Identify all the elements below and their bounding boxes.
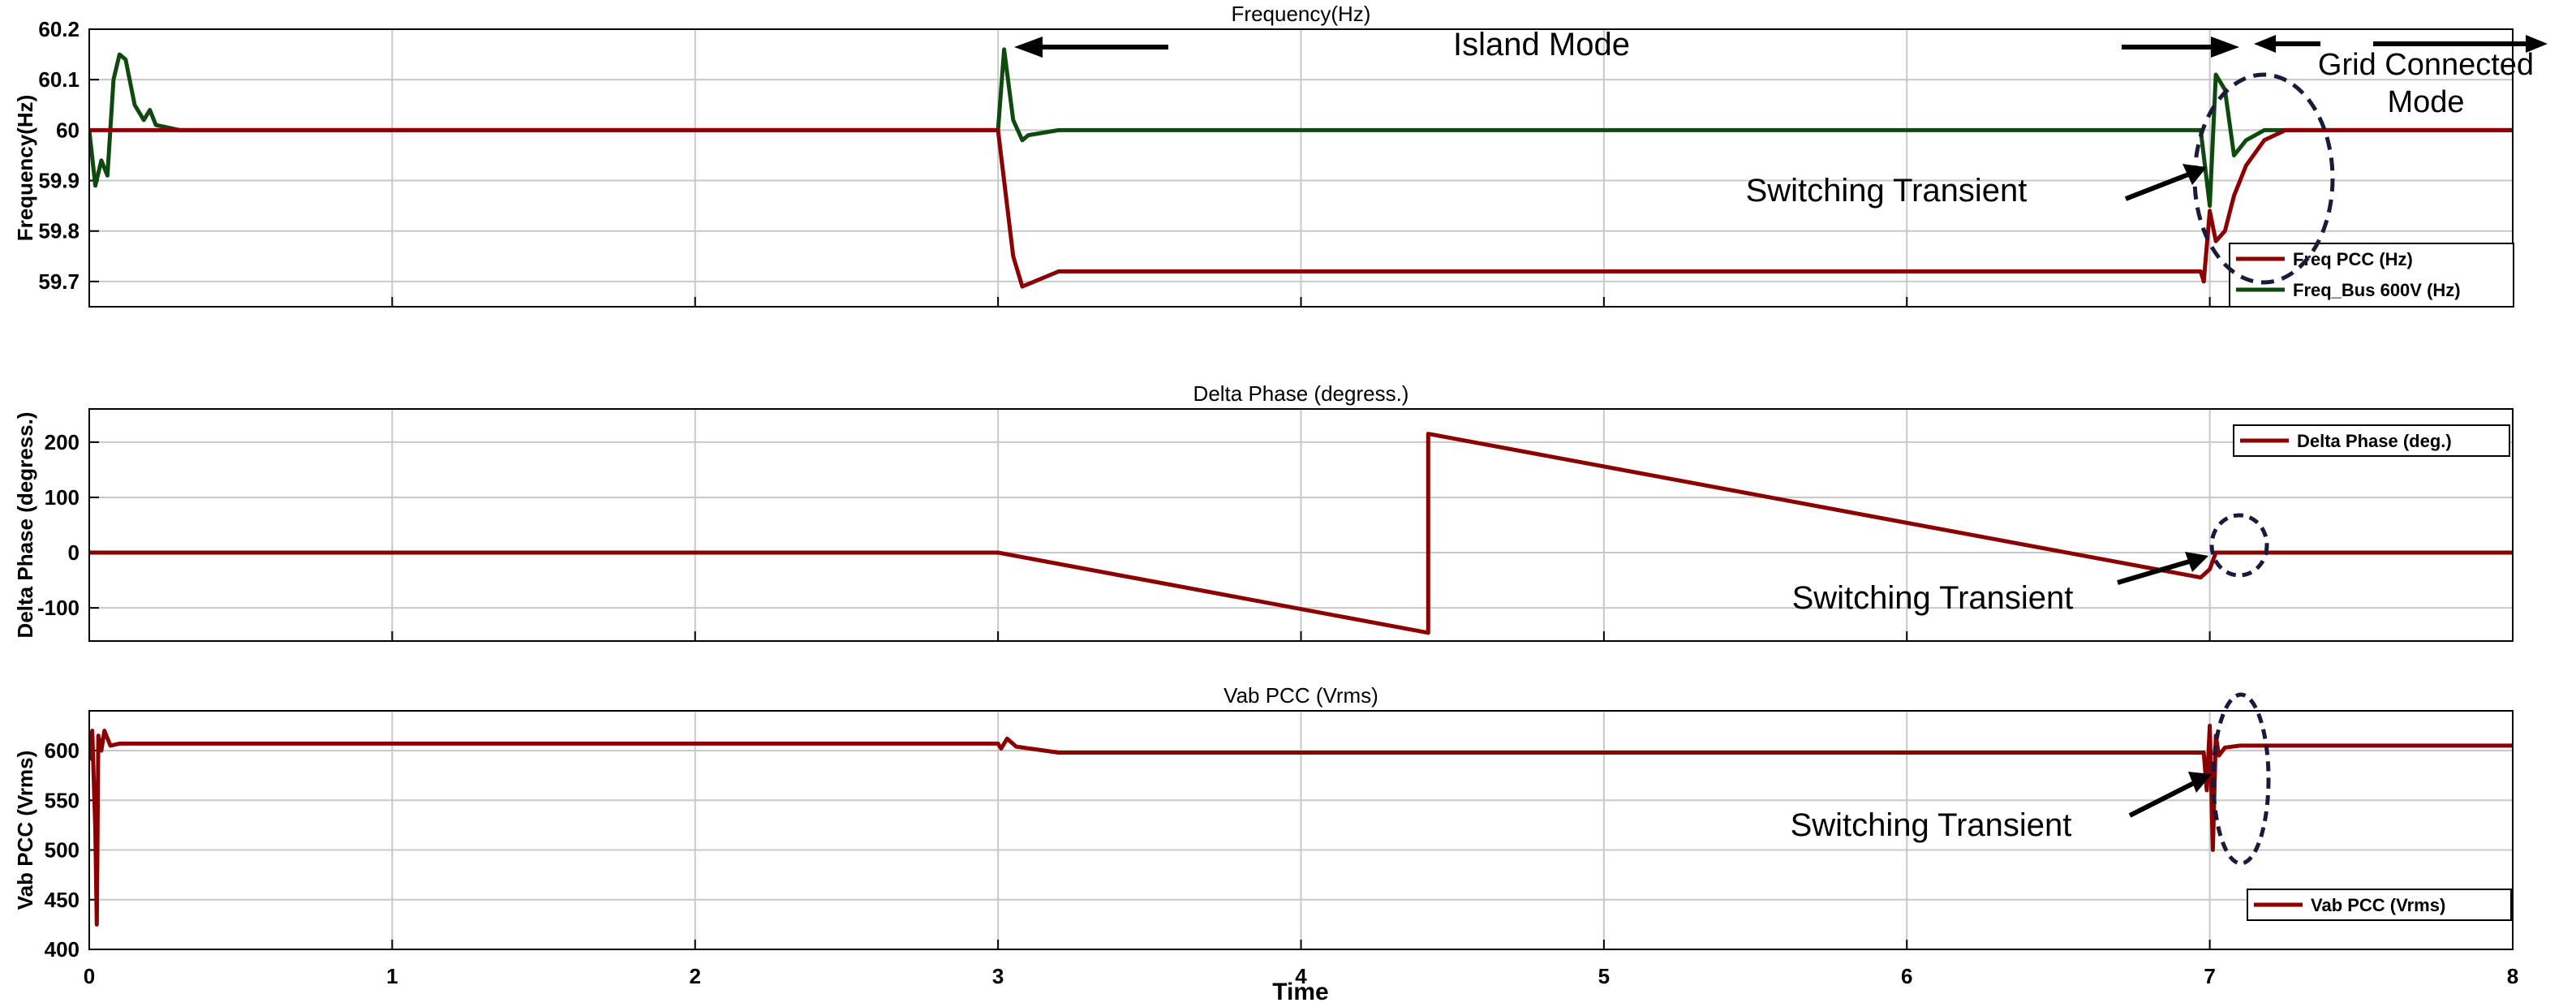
legend: Delta Phase (deg.) xyxy=(2233,424,2510,457)
x-axis-label: Time xyxy=(1272,979,1328,1005)
axes-frame xyxy=(88,408,2514,642)
y-tick-label: 60 xyxy=(56,118,80,142)
chart-title: Vab PCC (Vrms) xyxy=(1223,683,1378,708)
transient-arrowhead-2 xyxy=(2185,552,2208,572)
grid-connected-arrowhead-right xyxy=(2526,35,2548,53)
series-line xyxy=(89,47,2513,209)
legend: Vab PCC (Vrms) xyxy=(2247,889,2512,921)
series-line xyxy=(89,127,2513,289)
x-tick-label: 8 xyxy=(2507,964,2518,988)
y-tick-label: 400 xyxy=(45,937,80,962)
x-tick-label: 1 xyxy=(386,964,398,988)
x-tick-label: 6 xyxy=(1901,964,1912,988)
grid-connected-annotation: Grid Connected Mode xyxy=(2254,35,2548,119)
transient-arrowhead-3 xyxy=(2188,772,2212,793)
transient-label-2: Switching Transient xyxy=(1792,580,2074,616)
x-tick-label: 7 xyxy=(2204,964,2215,988)
y-axis-label: Vab PCC (Vrms) xyxy=(13,751,37,910)
transient-arrowhead-1 xyxy=(2183,164,2207,185)
y-tick-label: -100 xyxy=(37,596,80,620)
y-tick-label: 0 xyxy=(68,540,80,565)
transient-label-1: Switching Transient xyxy=(1746,173,2028,209)
y-axis-label: Frequency(Hz) xyxy=(13,95,37,242)
island-mode-arrowhead-left xyxy=(1014,37,1043,58)
grid-connected-arrowhead-left xyxy=(2254,35,2276,53)
transient-arrow-1 xyxy=(2124,170,2196,201)
y-tick-label: 450 xyxy=(45,888,80,912)
y-tick-label: 200 xyxy=(45,430,80,454)
chart-title: Frequency(Hz) xyxy=(1232,2,1371,26)
y-tick-label: 60.2 xyxy=(38,17,80,41)
y-tick-label: 550 xyxy=(45,788,80,812)
x-tick-label: 5 xyxy=(1598,964,1610,988)
x-tick-label: 3 xyxy=(992,964,1004,988)
switching-transient-annotation-2: Switching Transient xyxy=(1792,513,2269,616)
transient-ellipse-1 xyxy=(2192,72,2335,285)
y-tick-label: 60.1 xyxy=(38,67,80,92)
grid-connected-label-line2: Mode xyxy=(2387,85,2464,119)
y-tick-label: 59.8 xyxy=(38,219,80,243)
legend-label: Delta Phase (deg.) xyxy=(2297,431,2452,451)
switching-transient-annotation-3: Switching Transient xyxy=(1791,692,2271,866)
y-tick-label: 59.7 xyxy=(38,269,80,294)
y-tick-label: 600 xyxy=(45,738,80,763)
grid-connected-label-line1: Grid Connected xyxy=(2318,48,2534,82)
island-mode-arrowhead-right xyxy=(2211,37,2239,58)
chart-panel-2: -100 0 100 200 Delta Phase (degress.) Delta P… xyxy=(13,381,2514,642)
legend-box xyxy=(2229,243,2514,308)
x-tick-label: 0 xyxy=(84,964,95,988)
transient-arrow-2 xyxy=(2117,557,2195,585)
legend-label: Freq PCC (Hz) xyxy=(2293,249,2413,269)
y-tick-label: 500 xyxy=(45,838,80,863)
legend-label: Vab PCC (Vrms) xyxy=(2311,895,2445,915)
island-mode-annotation: Island Mode xyxy=(1014,27,2239,62)
x-tick-label: 4 xyxy=(1295,964,1307,988)
chart-title: Delta Phase (degress.) xyxy=(1193,381,1409,406)
island-mode-label: Island Mode xyxy=(1453,27,1630,62)
legend: Freq PCC (Hz) Freq_Bus 600V (Hz) xyxy=(2229,243,2514,308)
legend-label: Freq_Bus 600V (Hz) xyxy=(2293,280,2461,300)
series-line xyxy=(89,432,2513,635)
x-tick-label: 2 xyxy=(690,964,701,988)
transient-label-3: Switching Transient xyxy=(1791,807,2072,843)
y-axis-label: Delta Phase (degress.) xyxy=(13,412,37,639)
switching-transient-annotation-1: Switching Transient xyxy=(1746,72,2335,285)
y-tick-label: 59.9 xyxy=(38,169,80,193)
transient-arrow-3 xyxy=(2128,778,2200,818)
chart-panel-1: 59.7 59.8 59.9 60 60.1 60.2 Frequency(Hz) Frequ… xyxy=(13,2,2514,308)
chart-panel-3: 0 1 2 3 4 5 6 7 8 400 450 500 550 600 Vab PCC (Vrms) Va… xyxy=(13,683,2518,988)
transient-ellipse-3 xyxy=(2211,692,2271,866)
axes-frame xyxy=(88,710,2514,950)
axes-frame xyxy=(88,28,2514,308)
y-tick-label: 100 xyxy=(45,485,80,510)
transient-ellipse-2 xyxy=(2209,513,2269,578)
